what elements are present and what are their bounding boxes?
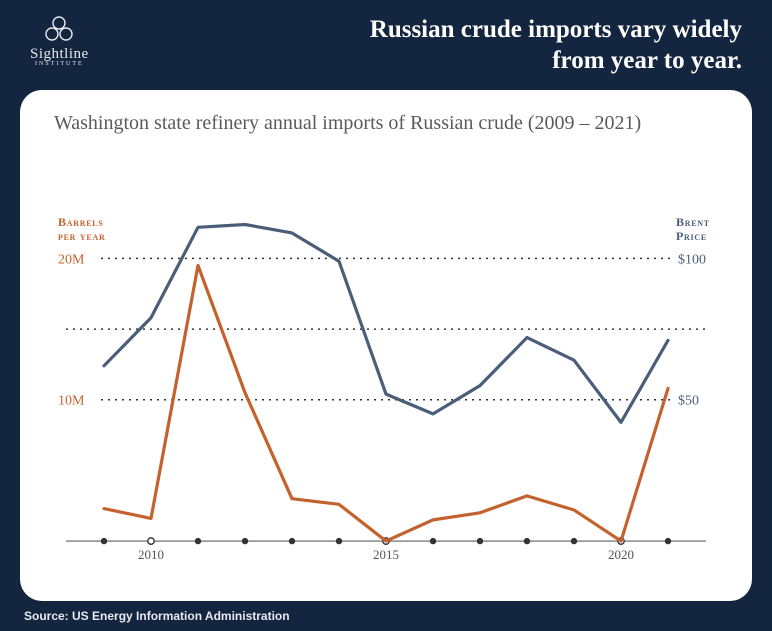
x-tick xyxy=(336,538,342,544)
x-tick-label: 2010 xyxy=(138,547,164,562)
chart-area: 10M 20M $50 $100 Barrelsper year BrentPrice 20… xyxy=(54,152,718,571)
headline-line-1: Russian crude imports vary widely xyxy=(370,14,742,45)
x-tick xyxy=(665,538,671,544)
headline: Russian crude imports vary widely from y… xyxy=(370,14,742,77)
left-tick-label: 20M xyxy=(58,252,85,267)
x-tick xyxy=(289,538,295,544)
source-line: Source: US Energy Information Administra… xyxy=(24,609,290,623)
right-axis-label-line1: Brent xyxy=(676,215,710,229)
right-tick-label: $50 xyxy=(678,394,699,409)
right-tick-label: $100 xyxy=(678,252,706,267)
x-tick-label: 2020 xyxy=(608,547,634,562)
x-tick xyxy=(242,538,248,544)
logo-subline: INSTITUTE xyxy=(35,61,84,67)
chart-card: Washington state refinery annual imports… xyxy=(20,90,752,601)
logo-mark-icon xyxy=(41,14,77,44)
x-tick xyxy=(430,538,436,544)
x-tick-label: 2015 xyxy=(373,547,399,562)
chart-title: Washington state refinery annual imports… xyxy=(54,112,718,135)
x-tick xyxy=(477,538,483,544)
left-tick-label: 10M xyxy=(58,394,85,409)
brand-logo: Sightline INSTITUTE xyxy=(30,14,89,67)
x-tick xyxy=(101,538,107,544)
left-axis-label-line2: per year xyxy=(58,229,105,243)
x-tick xyxy=(571,538,577,544)
series-barrels_per_year_M xyxy=(104,265,668,541)
chart-svg: 10M 20M $50 $100 Barrelsper year BrentPrice 20… xyxy=(54,152,718,571)
headline-line-2: from year to year. xyxy=(370,45,742,76)
x-tick xyxy=(148,538,154,544)
x-tick xyxy=(195,538,201,544)
x-tick xyxy=(524,538,530,544)
left-axis-label-line1: Barrels xyxy=(58,215,104,229)
right-axis-label-line2: Price xyxy=(676,229,707,243)
